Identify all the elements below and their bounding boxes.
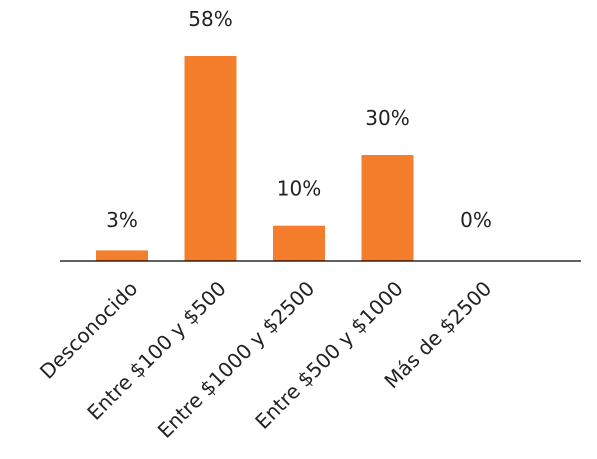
- bar-1: [184, 56, 237, 261]
- x-tick-label-3: Entre $500 y $1000: [250, 276, 407, 433]
- x-tick-label-2: Entre $1000 y $2500: [153, 276, 319, 442]
- data-label-3: 30%: [365, 106, 409, 130]
- data-label-0: 3%: [106, 208, 138, 232]
- data-label-4: 0%: [460, 208, 492, 232]
- data-labels-group: 3% 58% 10% 30% 0%: [106, 7, 492, 232]
- bar-0: [96, 250, 148, 261]
- bars-group: [96, 56, 414, 261]
- data-label-2: 10%: [277, 177, 321, 201]
- bar-3: [361, 155, 414, 261]
- data-label-1: 58%: [188, 7, 232, 31]
- bar-2: [273, 225, 325, 261]
